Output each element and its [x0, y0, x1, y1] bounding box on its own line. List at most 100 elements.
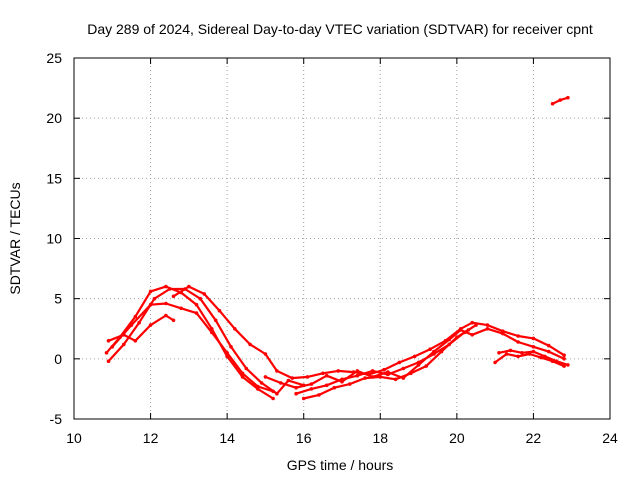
x-tick-label: 12	[143, 430, 159, 446]
data-point	[104, 351, 109, 355]
y-tick-label: 0	[54, 351, 62, 367]
data-point	[485, 323, 490, 327]
data-point	[198, 296, 203, 301]
data-point	[244, 366, 249, 371]
chart-title: Day 289 of 2024, Sidereal Day-to-day VTE…	[87, 21, 593, 37]
data-point	[179, 306, 183, 311]
data-point	[217, 308, 222, 313]
series-track-b	[107, 287, 305, 395]
x-tick-label: 20	[449, 430, 465, 446]
data-point	[386, 372, 390, 377]
data-point	[501, 331, 505, 336]
x-tick-label: 14	[219, 430, 235, 446]
data-point	[263, 375, 268, 379]
data-point	[275, 391, 279, 396]
data-point	[229, 345, 233, 349]
data-point	[393, 377, 398, 382]
data-point	[332, 385, 337, 390]
data-point	[194, 302, 199, 307]
data-point	[305, 375, 310, 379]
x-tick-label: 18	[372, 430, 388, 446]
data-point	[148, 289, 153, 294]
data-point	[470, 320, 475, 325]
data-point	[562, 353, 566, 358]
data-point	[485, 327, 490, 331]
data-point	[255, 384, 260, 389]
x-tick-label: 24	[602, 430, 618, 446]
data-point	[554, 359, 559, 364]
data-point	[347, 382, 352, 386]
y-tick-label: 25	[46, 50, 62, 66]
data-point	[566, 95, 570, 100]
data-point	[562, 364, 566, 368]
data-point	[309, 382, 314, 386]
data-point	[248, 342, 252, 347]
data-point	[259, 381, 264, 385]
y-tick-label: -5	[50, 411, 63, 427]
series-track-f	[264, 327, 566, 389]
data-point	[474, 323, 478, 327]
data-point	[397, 360, 402, 365]
data-point	[275, 369, 279, 373]
series-track-h	[302, 328, 470, 400]
data-point	[122, 342, 126, 347]
data-point	[164, 301, 168, 306]
data-point	[240, 371, 245, 376]
data-point	[558, 98, 562, 102]
y-tick-label: 5	[54, 291, 62, 307]
x-tick-label: 10	[66, 430, 82, 446]
data-point	[439, 349, 444, 354]
data-point	[546, 349, 551, 354]
data-point	[516, 340, 520, 344]
data-point	[294, 391, 298, 396]
data-point	[309, 387, 314, 391]
data-point	[171, 318, 176, 323]
x-tick-label: 22	[526, 430, 542, 446]
data-point	[324, 383, 329, 388]
data-point	[424, 364, 429, 368]
series-track-a	[105, 285, 275, 400]
data-point	[336, 369, 341, 373]
data-point	[539, 355, 543, 360]
data-point	[412, 354, 417, 359]
data-point	[382, 367, 386, 372]
data-point	[458, 328, 463, 332]
data-point	[566, 363, 570, 367]
data-point	[286, 378, 291, 383]
data-point	[401, 366, 406, 371]
data-point	[543, 354, 547, 359]
data-point	[466, 328, 471, 332]
data-point	[137, 320, 141, 325]
data-point	[110, 345, 115, 349]
data-point	[504, 352, 509, 356]
data-point	[148, 323, 153, 327]
data-point	[106, 339, 111, 343]
data-point	[516, 334, 520, 338]
y-tick-label: 10	[46, 231, 62, 247]
data-point	[432, 352, 436, 356]
data-point	[133, 314, 138, 319]
data-point	[129, 323, 134, 327]
data-point	[171, 294, 176, 299]
data-point	[240, 375, 245, 379]
data-point	[278, 381, 283, 385]
data-point	[317, 393, 321, 397]
data-point	[355, 373, 360, 378]
x-axis-label: GPS time / hours	[287, 457, 394, 473]
data-point	[497, 351, 501, 355]
data-point	[187, 284, 191, 289]
data-point	[294, 385, 298, 390]
data-point	[355, 369, 360, 373]
data-point	[210, 330, 214, 335]
data-point	[167, 287, 172, 291]
data-point	[470, 333, 475, 337]
data-point	[416, 363, 421, 367]
data-point	[370, 369, 375, 373]
tick-layer: 10 12 14 16 18 20 22 24 -5 0 5 10 15 20 25	[46, 50, 618, 446]
data-point	[531, 345, 536, 349]
data-point	[409, 371, 413, 376]
data-point	[493, 360, 497, 365]
data-point	[321, 371, 325, 376]
data-point	[416, 360, 421, 365]
data-point	[106, 359, 111, 364]
